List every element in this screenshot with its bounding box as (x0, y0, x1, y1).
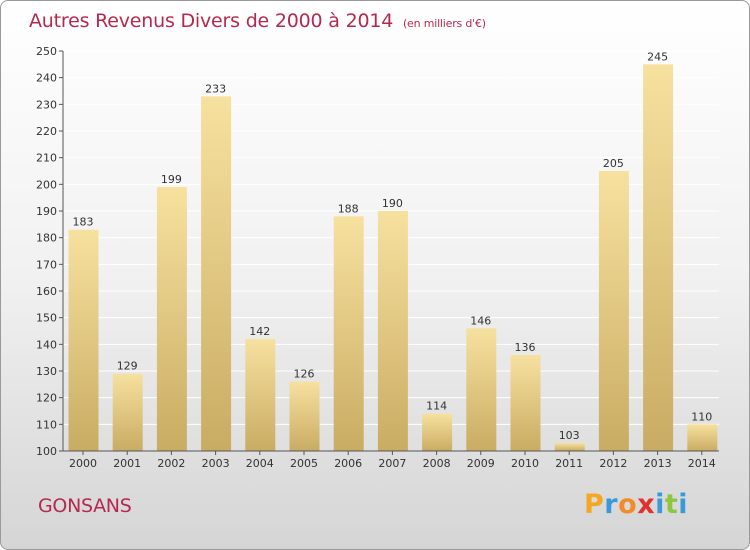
x-tick-label: 2001 (113, 457, 141, 470)
x-tick-label: 2003 (202, 457, 230, 470)
x-tick-label: 2000 (69, 457, 97, 470)
x-tick-label: 2012 (599, 457, 627, 470)
chart-title: Autres Revenus Divers de 2000 à 2014 (en… (29, 10, 486, 32)
data-label: 110 (691, 410, 712, 423)
logo-letter: P (584, 489, 605, 520)
y-tick-label: 230 (36, 98, 57, 111)
data-label: 103 (559, 429, 580, 442)
logo-letter: i (655, 489, 665, 520)
x-tick-label: 2002 (157, 457, 185, 470)
bars: 183 129 199 233 142 126 188 190 114 146 136 103 205 2… (68, 50, 718, 452)
x-tick-label: 2010 (511, 457, 539, 470)
bar (156, 187, 187, 451)
data-label: 136 (515, 341, 536, 354)
logo-letter: t (664, 489, 679, 520)
data-label: 188 (338, 202, 359, 215)
data-label: 126 (294, 368, 315, 381)
bar (422, 413, 453, 451)
y-tick-label: 150 (36, 312, 57, 325)
y-tick-label: 180 (36, 232, 57, 245)
bar (112, 373, 143, 451)
y-tick-label: 110 (36, 418, 57, 431)
data-label: 142 (249, 325, 270, 338)
x-tick-label: 2006 (334, 457, 362, 470)
bar (201, 96, 232, 451)
logo-letter: r (604, 489, 619, 520)
y-tick-label: 200 (36, 178, 57, 191)
bar (466, 328, 497, 451)
y-tick-label: 130 (36, 365, 57, 378)
data-label: 114 (426, 400, 447, 413)
data-label: 245 (647, 50, 668, 63)
y-tick-label: 170 (36, 258, 57, 271)
bar (598, 171, 629, 451)
bar (377, 211, 408, 451)
logo-letter: x (637, 489, 656, 520)
y-tick-label: 250 (36, 45, 57, 58)
x-tick-label: 2011 (555, 457, 583, 470)
data-label: 205 (603, 157, 624, 170)
data-label: 183 (73, 216, 94, 229)
x-tick-label: 2004 (246, 457, 274, 470)
data-label: 199 (161, 173, 182, 186)
y-tick-label: 190 (36, 205, 57, 218)
x-tick-label: 2005 (290, 457, 318, 470)
x-tick-label: 2008 (423, 457, 451, 470)
commune-name: GONSANS (38, 495, 132, 517)
bar (289, 381, 320, 451)
bar (245, 339, 276, 451)
bar (687, 424, 718, 451)
y-axis: 100 110 120 130 140 150 160 170 180 190 200 210 220 2… (36, 45, 64, 458)
x-axis: 2000 2001 2002 2003 2004 2005 2006 2007 2008 2009… (63, 450, 719, 470)
bar (510, 355, 541, 451)
chart-subtitle: (en milliers d'€) (402, 17, 486, 30)
chart-title-text: Autres Revenus Divers de 2000 à 2014 (29, 10, 394, 32)
y-tick-label: 160 (36, 285, 57, 298)
data-label: 190 (382, 197, 403, 210)
y-tick-label: 220 (36, 125, 57, 138)
x-tick-label: 2007 (378, 457, 406, 470)
bar (554, 443, 585, 451)
logo-letter: o (618, 489, 638, 520)
data-label: 129 (117, 360, 138, 373)
y-tick-label: 210 (36, 152, 57, 165)
y-tick-label: 120 (36, 392, 57, 405)
x-tick-label: 2014 (688, 457, 716, 470)
bar (643, 64, 674, 452)
bar (333, 216, 364, 451)
logo-letter: i (678, 489, 689, 520)
bar (68, 229, 99, 451)
data-label: 146 (470, 314, 491, 327)
y-tick-label: 140 (36, 338, 57, 351)
x-tick-label: 2013 (644, 457, 672, 470)
y-tick-label: 100 (36, 445, 57, 458)
y-tick-label: 240 (36, 72, 57, 85)
x-tick-label: 2009 (467, 457, 495, 470)
proxiti-logo: Proxiti (584, 489, 688, 520)
data-label: 233 (205, 82, 226, 95)
